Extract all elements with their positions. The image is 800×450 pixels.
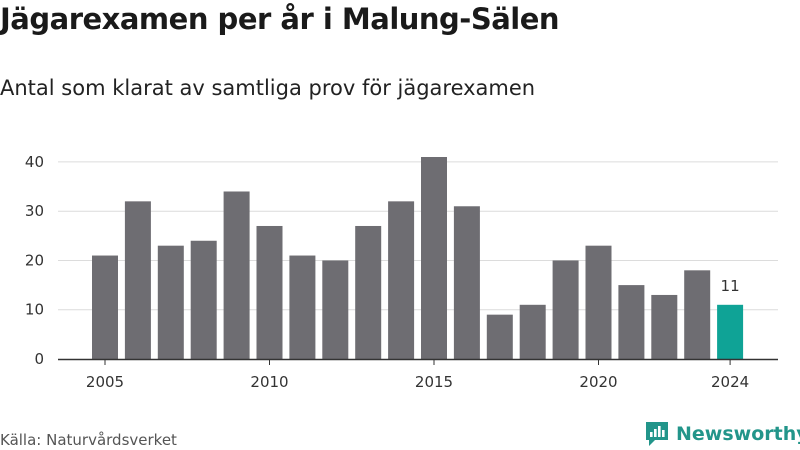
x-tick-label: 2024 [711,373,749,391]
bar-chart: 0 10 20 30 40 2005 2010 2015 2020 2024 11 [25,153,778,391]
bar [289,255,316,359]
x-tick-label: 2020 [579,373,617,391]
bar [157,245,184,359]
bar [322,260,349,359]
newsworthy-logo-icon [646,422,668,446]
bar [190,240,217,359]
y-tick-label: 40 [25,153,44,171]
bars [92,157,744,359]
source-note: Källa: Naturvårdsverket [0,431,177,449]
brand-name: Newsworthy [676,423,800,445]
data-label: 11 [721,277,740,295]
x-tick-label: 2005 [86,373,124,391]
y-tick-label: 20 [25,251,44,269]
bar [717,304,744,359]
bar [124,201,151,359]
y-tick-label: 30 [25,202,44,220]
chart-title: Jägarexamen per år i Malung-Sälen [0,2,560,36]
bar [453,206,480,359]
chart-subtitle: Antal som klarat av samtliga prov för jä… [0,76,536,100]
bar [651,294,678,359]
bar [388,201,415,359]
axes [58,358,778,365]
bar [355,225,382,359]
bar [256,225,283,359]
bar [684,270,711,359]
y-tick-label: 10 [25,301,44,319]
x-tick-label: 2015 [415,373,453,391]
bar [421,157,447,359]
x-tick-label: 2010 [250,373,288,391]
bar [486,314,513,359]
bar [618,285,645,359]
bar [585,245,612,359]
bar [519,304,546,359]
bar [552,260,579,359]
labels: 0 10 20 30 40 2005 2010 2015 2020 2024 11 [25,153,749,391]
y-tick-label: 0 [34,350,44,368]
bar [223,191,250,359]
bar [92,255,118,359]
brand-logo: Newsworthy [644,420,800,448]
